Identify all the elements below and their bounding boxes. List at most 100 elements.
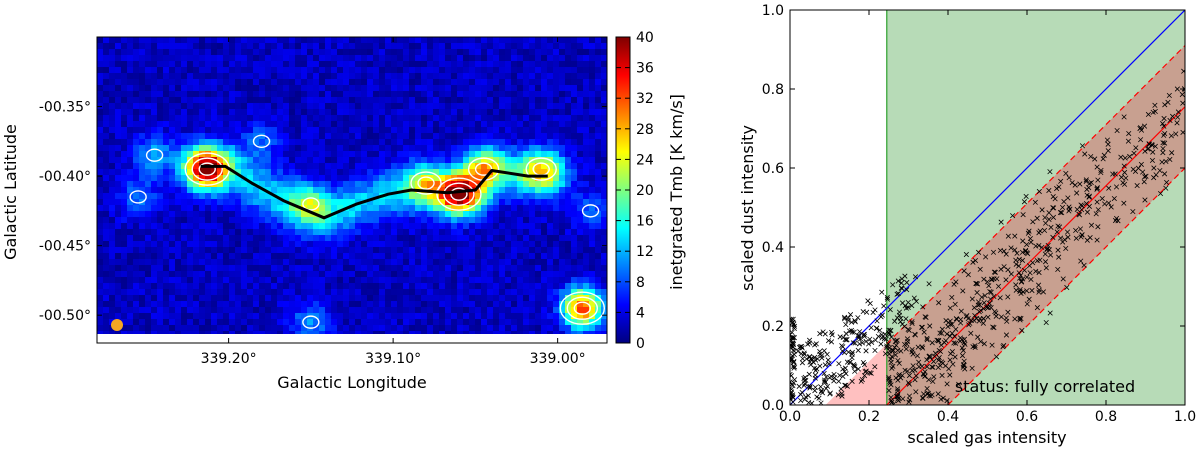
scatter-point	[821, 370, 827, 376]
scatter-point	[1152, 102, 1158, 108]
map-x-tick-label: 339.10°	[365, 351, 421, 367]
scatter-point	[969, 296, 975, 302]
scatter-point	[1095, 224, 1101, 230]
scatter-point	[1087, 180, 1093, 187]
scatter-point	[1056, 254, 1062, 260]
scatter-point	[1037, 228, 1043, 234]
scatter-point	[1021, 199, 1028, 205]
scatter-point	[1095, 207, 1101, 213]
scatter-point	[1150, 149, 1156, 155]
scatter-point	[934, 337, 940, 343]
scatter-point	[972, 312, 978, 319]
scatter-point	[1106, 200, 1112, 206]
scatter-point	[1050, 214, 1057, 220]
scatter-point	[1024, 250, 1030, 256]
scatter-point	[895, 278, 901, 284]
scatter-point	[947, 372, 953, 378]
scatter-point	[896, 360, 902, 366]
colorbar-tick-label: 20	[636, 183, 654, 199]
scatter-point	[898, 348, 904, 354]
scatter-point	[1138, 161, 1144, 168]
scatter-point	[932, 350, 939, 356]
scatter-point	[1165, 99, 1171, 105]
below-threshold-band	[825, 343, 887, 405]
scatter-point	[865, 298, 871, 304]
scatter-point	[813, 341, 819, 347]
scatter-point	[1047, 252, 1054, 258]
scatter-point	[828, 339, 835, 345]
scatter-point	[1030, 219, 1036, 225]
scatter-point	[1057, 235, 1064, 241]
colorbar-tick-label: 28	[636, 122, 654, 138]
scatter-point	[1016, 270, 1022, 276]
scatter-x-tick-label: 0.0	[779, 409, 801, 425]
scatter-point	[1105, 141, 1111, 147]
scatter-point	[961, 358, 967, 364]
scatter-point	[951, 281, 957, 287]
scatter-point	[1028, 276, 1034, 282]
scatter-point	[1110, 171, 1116, 177]
scatter-point	[1055, 266, 1061, 273]
map-frame	[96, 36, 608, 344]
scatter-point	[817, 331, 823, 337]
contour-layer	[129, 134, 606, 329]
scatter-point	[966, 322, 972, 328]
scatter-point	[998, 314, 1004, 320]
scatter-point	[791, 325, 797, 331]
scatter-point	[961, 268, 967, 274]
scatter-y-label: scaled dust intensity	[738, 125, 757, 291]
scatter-point	[904, 287, 910, 293]
scatter-point	[1126, 130, 1132, 137]
scatter-point	[1079, 203, 1085, 209]
scatter-point	[1061, 199, 1067, 205]
scatter-point	[1094, 199, 1100, 205]
scatter-point	[921, 329, 927, 335]
scatter-point	[1081, 262, 1087, 268]
scatter-point	[1001, 264, 1007, 270]
scatter-point	[888, 359, 894, 365]
scatter-point	[1003, 332, 1010, 338]
scatter-point	[801, 378, 808, 384]
scatter-point	[1162, 171, 1168, 177]
scatter-point	[795, 348, 801, 354]
scatter-point	[829, 329, 835, 335]
scatter-point	[889, 365, 895, 371]
scatter-point	[924, 335, 930, 341]
scatter-point	[887, 345, 893, 351]
scatter-point	[981, 276, 987, 282]
scatter-point	[1017, 315, 1023, 321]
scatter-point	[1012, 316, 1018, 322]
scatter-point	[911, 295, 917, 301]
scatter-point	[963, 251, 969, 258]
map-x-tick-label: 339.20°	[201, 351, 257, 367]
scatter-point	[949, 294, 955, 301]
colorbar-tick-label: 4	[636, 305, 645, 321]
scatter-point	[1173, 131, 1179, 137]
scatter-point	[890, 347, 897, 354]
scatter-point	[839, 390, 845, 397]
scatter-x-tick-label: 0.6	[1016, 409, 1038, 425]
scatter-point	[1180, 100, 1185, 106]
scatter-point	[938, 359, 945, 365]
scatter-point	[803, 394, 809, 400]
scatter-point	[1016, 263, 1022, 269]
scatter-point	[1125, 138, 1132, 144]
scatter-point	[977, 266, 983, 272]
scatter-point	[845, 317, 851, 323]
scatter-point	[1039, 207, 1045, 213]
scatter-point	[1086, 194, 1092, 200]
scatter-point	[898, 315, 904, 321]
scatter-point	[936, 300, 942, 306]
scatter-point	[893, 342, 899, 348]
scatter-point	[813, 367, 819, 374]
scatter-point	[943, 338, 949, 344]
scatter-point	[985, 305, 991, 311]
scatter-point	[1060, 276, 1066, 282]
scatter-point	[1118, 174, 1125, 180]
scatter-point	[1161, 115, 1167, 122]
scatter-point	[852, 340, 858, 346]
scatter-point	[851, 329, 857, 335]
scatter-point	[1036, 188, 1042, 195]
identity-line	[790, 10, 1185, 405]
scatter-point	[991, 325, 997, 331]
